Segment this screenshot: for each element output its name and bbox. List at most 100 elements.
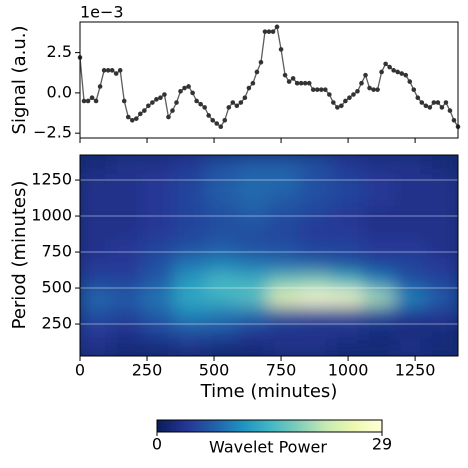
heatmap-cell [174,205,207,223]
signal-point [294,80,300,86]
heatmap-cell [111,322,144,340]
heatmap-cell [111,288,144,307]
heatmap-cell [142,221,175,240]
y-tick-label: 750 [41,242,72,261]
heatmap-cell [237,271,270,290]
signal-point [206,113,211,118]
heatmap-cell [331,205,364,223]
heatmap-cell [111,221,144,240]
signal-point [331,100,336,105]
offset-text: 1e−3 [80,3,124,22]
heatmap-cell [300,155,333,173]
heatmap-cell [268,155,301,173]
colorbar [156,419,383,433]
colorbar-tick-label: 0 [152,435,162,454]
heatmap-cell [331,188,364,207]
heatmap-cell [205,221,238,240]
signal-point [146,103,151,109]
x-tick-label: 250 [132,361,163,380]
signal-point [347,95,352,101]
heatmap-cell [300,221,333,240]
heatmap-cell [174,255,207,273]
signal-point [154,97,159,102]
heatmap-cell [205,171,238,190]
signal-point [399,71,405,76]
heatmap-cell [111,305,144,324]
heatmap-area [80,155,458,356]
signal-point [210,117,216,123]
heatmap-cell [426,205,458,223]
signal-point [125,114,131,120]
signal-point [431,100,437,105]
heatmap-cell [268,238,301,257]
signal-point [278,47,284,52]
signal-point [343,98,348,104]
heatmap-cell [331,255,364,273]
signal-point [117,68,123,73]
signal-point [395,69,400,75]
heatmap-cell [300,188,333,207]
heatmap-cell [426,288,458,307]
heatmap-cell [80,305,112,324]
signal-point [407,79,413,84]
heatmap-cell [80,205,112,223]
heatmap-cell [142,338,175,356]
heatmap-cell [174,188,207,207]
signal-point [162,92,167,97]
y-tick-label: 2.5 [47,42,72,61]
signal-point [375,87,380,92]
heatmap-cell [331,288,364,307]
signal-point [89,95,95,101]
heatmap-cell [331,238,364,257]
signal-point [81,98,87,104]
heatmap-cell [300,322,333,340]
x-axis-label: Time (minutes) [200,381,338,402]
y-tick-label: 250 [41,314,72,333]
signal-point [298,80,304,86]
y-axis-label: Period (minutes) [9,181,30,330]
colorbar-tick-label: 29 [372,435,392,454]
signal-point [238,100,244,105]
heatmap-cell [300,305,333,324]
heatmap-cell [237,288,270,307]
heatmap-cell [394,271,427,290]
signal-point [250,80,256,86]
heatmap-cell [174,288,207,307]
heatmap-cell [426,155,458,173]
heatmap-cell [426,238,458,257]
signal-point [367,85,372,91]
signal-point [363,72,368,78]
heatmap-cell [237,221,270,240]
signal-point [335,105,340,110]
signal-point [158,95,163,101]
signal-point [230,100,236,105]
signal-point [105,68,111,73]
heatmap-cell [174,322,207,340]
signal-point [113,71,119,76]
axes-frame [79,21,459,139]
signal-point [246,85,252,91]
heatmap-cell [426,322,458,340]
x-tick-label: 750 [266,361,297,380]
heatmap-cell [300,338,333,356]
heatmap-cells [80,155,458,356]
heatmap-cell [174,305,207,324]
signal-point [310,87,316,92]
heatmap-cell [142,322,175,340]
heatmap-cell [237,188,270,207]
heatmap-cell [363,322,396,340]
heatmap-cell [394,205,427,223]
heatmap-cell [237,171,270,190]
heatmap-cell [331,171,364,190]
heatmap-cell [237,238,270,257]
heatmap-cell [426,338,458,356]
axes-frame [79,154,459,357]
heatmap-cell [300,205,333,223]
signal-point [186,84,191,89]
heatmap-cell [394,288,427,307]
heatmap-cell [80,322,112,340]
signal-point [391,68,396,73]
signal-point [371,87,376,92]
signal-point [218,124,224,130]
heatmap-cell [394,221,427,240]
